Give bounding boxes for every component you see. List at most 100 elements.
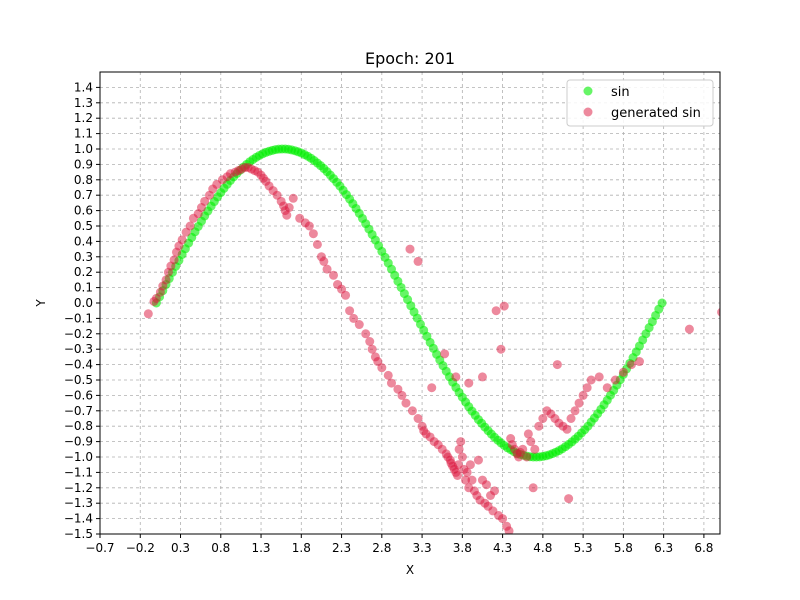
point-generated-sin: [169, 255, 179, 265]
point-generated-sin: [491, 306, 501, 316]
point-generated-sin: [405, 244, 415, 254]
y-axis-ticks: −1.5−1.4 −1.3−1.2 −1.1−1.0−0.9 −0.8−0.7 −0.6…: [64, 80, 100, 541]
point-generated-sin: [457, 452, 467, 462]
point-generated-sin: [200, 196, 210, 206]
y-tick-label: −0.5: [64, 373, 93, 387]
y-tick-label: −1.0: [64, 450, 93, 464]
point-generated-sin: [397, 390, 407, 400]
point-generated-sin: [284, 203, 294, 213]
x-tick-label: 3.8: [453, 541, 472, 555]
point-generated-sin: [504, 526, 514, 534]
legend-marker-generated-sin: [583, 107, 593, 117]
y-tick-label: 0.1: [74, 281, 93, 295]
y-tick-label: −1.2: [64, 481, 93, 495]
x-tick-label: 1.3: [251, 541, 270, 555]
point-generated-sin: [461, 475, 471, 485]
y-tick-label: 1.1: [74, 127, 93, 141]
point-generated-sin: [530, 444, 540, 454]
y-tick-label: 0.9: [74, 157, 93, 171]
point-generated-sin: [304, 221, 314, 231]
point-generated-sin: [345, 306, 355, 316]
point-generated-sin: [465, 460, 475, 470]
point-generated-sin: [464, 378, 474, 388]
y-tick-label: 1.2: [74, 111, 93, 125]
point-generated-sin: [526, 437, 536, 447]
point-generated-sin: [499, 301, 509, 311]
point-generated-sin: [427, 383, 437, 393]
x-tick-label: 5.3: [574, 541, 593, 555]
y-tick-label: 1.3: [74, 96, 93, 110]
point-generated-sin: [562, 424, 572, 434]
point-generated-sin: [717, 308, 720, 317]
point-generated-sin: [143, 309, 153, 319]
point-generated-sin: [354, 320, 364, 330]
x-axis-label: X: [406, 563, 414, 577]
legend-label-sin: sin: [611, 85, 630, 100]
point-generated-sin: [481, 480, 491, 490]
point-generated-sin: [684, 324, 694, 334]
y-tick-label: −1.3: [64, 496, 93, 510]
point-generated-sin: [538, 414, 548, 423]
point-generated-sin: [365, 337, 375, 346]
y-axis-label: Y: [34, 299, 48, 308]
point-generated-sin: [570, 406, 580, 416]
point-generated-sin: [185, 221, 195, 231]
point-generated-sin: [462, 467, 472, 477]
y-tick-label: −0.7: [64, 404, 93, 418]
y-tick-label: 0.8: [74, 173, 93, 187]
x-tick-label: 4.8: [533, 541, 552, 555]
point-generated-sin: [329, 270, 339, 280]
y-tick-label: 0.7: [74, 188, 93, 202]
point-generated-sin: [602, 383, 612, 393]
point-generated-sin: [522, 452, 532, 462]
point-generated-sin: [578, 390, 588, 400]
legend-frame: [566, 79, 714, 127]
point-generated-sin: [586, 375, 596, 385]
point-generated-sin: [322, 264, 332, 274]
point-generated-sin: [312, 239, 322, 249]
point-generated-sin: [490, 486, 500, 496]
point-generated-sin: [349, 313, 359, 323]
point-generated-sin: [161, 275, 171, 285]
x-tick-label: −0.2: [126, 541, 155, 555]
series-layer: [143, 144, 720, 534]
point-generated-sin: [467, 475, 477, 485]
point-generated-sin: [594, 372, 604, 382]
point-sin: [657, 298, 667, 308]
legend-label-generated-sin: generated sin: [611, 106, 701, 121]
point-generated-sin: [377, 363, 387, 373]
legend-marker-sin: [583, 86, 593, 96]
point-generated-sin: [626, 360, 636, 370]
x-tick-label: 1.8: [292, 541, 311, 555]
y-tick-label: 0.4: [74, 234, 93, 248]
point-generated-sin: [177, 235, 187, 245]
point-generated-sin: [413, 414, 423, 423]
x-tick-label: 0.3: [171, 541, 190, 555]
y-tick-label: −0.9: [64, 435, 93, 449]
y-tick-label: 0.6: [74, 204, 93, 218]
y-tick-label: 0.3: [74, 250, 93, 264]
point-generated-sin: [386, 378, 396, 388]
point-generated-sin: [282, 210, 292, 220]
point-generated-sin: [574, 398, 584, 408]
point-generated-sin: [610, 375, 620, 385]
point-generated-sin: [413, 256, 423, 266]
point-generated-sin: [528, 483, 538, 493]
point-generated-sin: [566, 414, 576, 423]
y-tick-label: −0.1: [64, 311, 93, 325]
point-generated-sin: [401, 398, 411, 408]
x-tick-label: 2.3: [332, 541, 351, 555]
x-tick-label: 2.8: [372, 541, 391, 555]
y-tick-label: −0.6: [64, 388, 93, 402]
point-generated-sin: [456, 437, 466, 447]
y-tick-label: 1.0: [74, 142, 93, 156]
point-generated-sin: [383, 370, 393, 380]
point-generated-sin: [361, 329, 371, 339]
point-generated-sin: [634, 357, 644, 367]
point-generated-sin: [473, 455, 483, 465]
y-tick-label: −0.2: [64, 327, 93, 341]
point-generated-sin: [477, 372, 487, 382]
point-generated-sin: [618, 367, 628, 377]
point-generated-sin: [518, 444, 528, 454]
